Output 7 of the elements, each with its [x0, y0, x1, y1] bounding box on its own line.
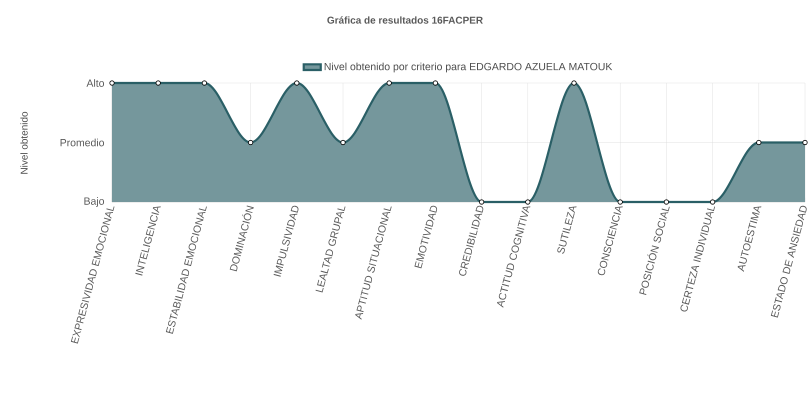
- y-axis-title: Nivel obtenido: [20, 112, 28, 174]
- chart-title: Gráfica de resultados 16FACPER: [327, 16, 483, 24]
- x-tick-label: LEALTAD GRUPAL: [316, 206, 346, 293]
- legend-label: Nivel obtenido por criterio para EDGARDO AZUELA MATOUK: [324, 62, 612, 72]
- text: Alto: [86, 79, 104, 87]
- text: Promedio: [60, 138, 104, 146]
- text: Bajo: [84, 197, 104, 207]
